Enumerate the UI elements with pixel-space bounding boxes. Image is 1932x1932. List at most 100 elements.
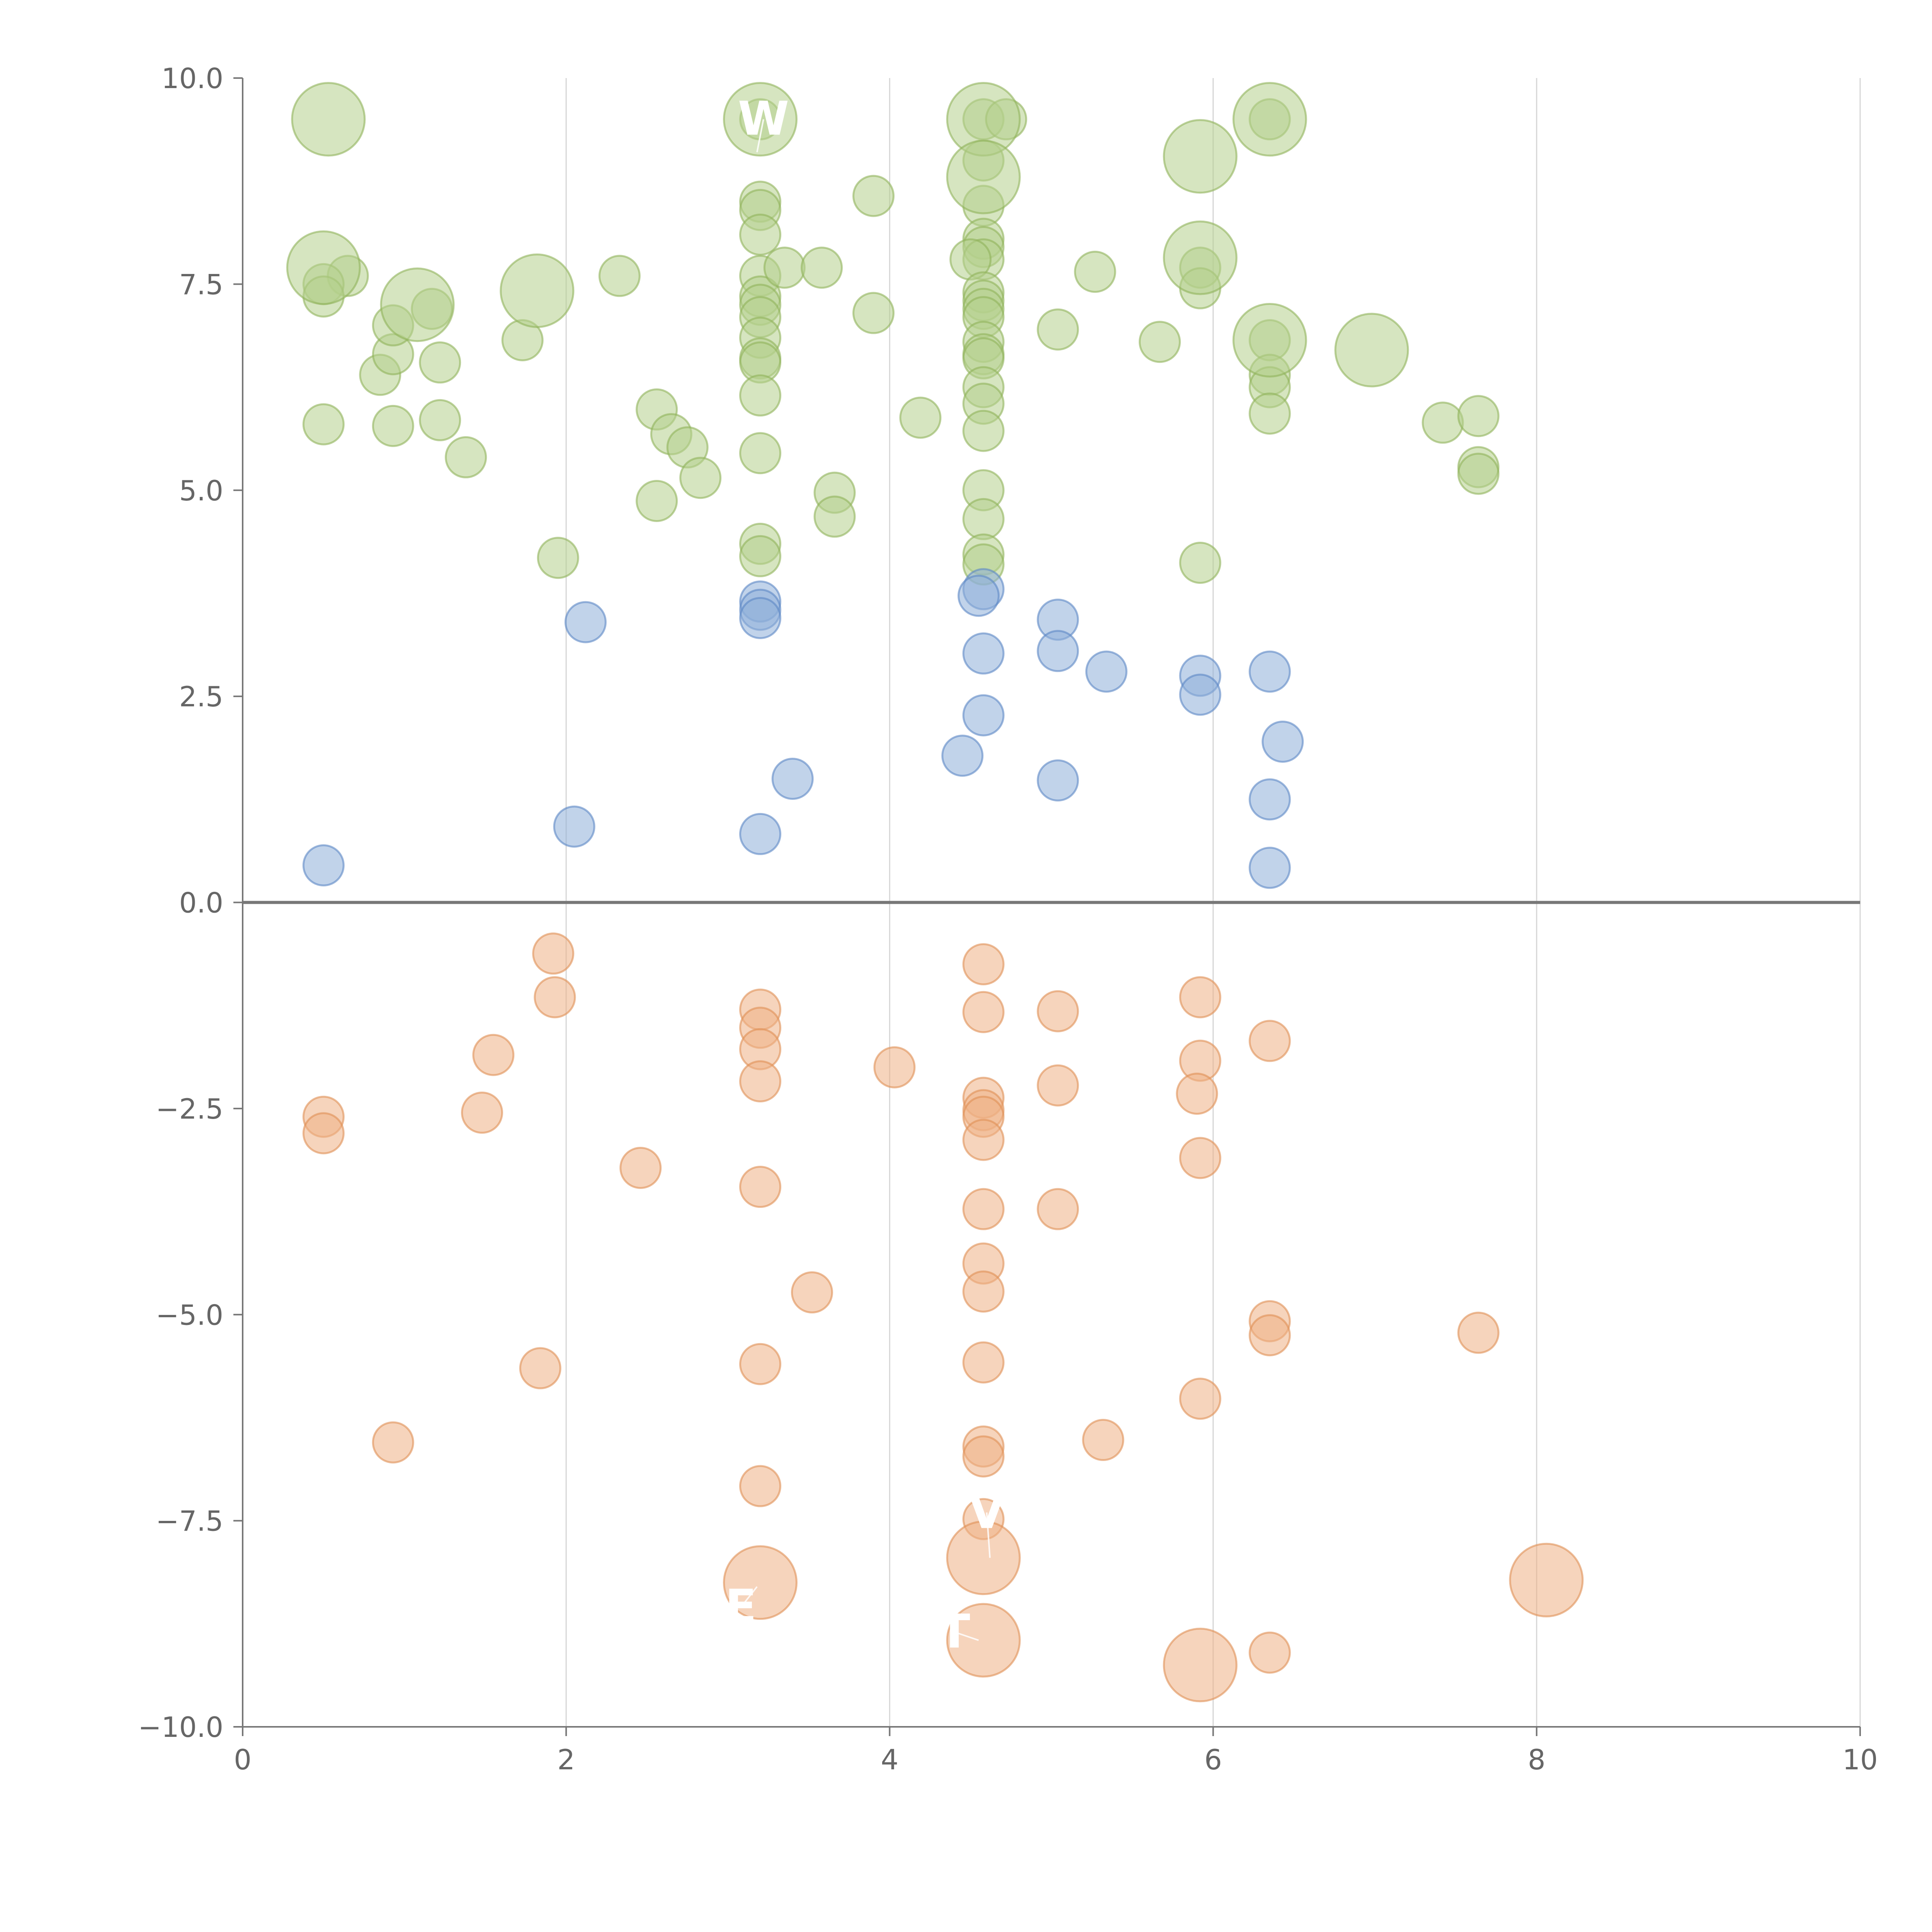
orange-bubble [1163, 1628, 1238, 1702]
green-bubble [1232, 303, 1307, 378]
green-bubble [679, 457, 722, 499]
orange-bubble [962, 943, 1005, 986]
orange-bubble [532, 932, 575, 975]
orange-bubble [962, 1270, 1005, 1313]
blue-bubble [553, 805, 595, 848]
orange-bubble [1248, 1020, 1291, 1062]
y-tick-label: −10.0 [138, 1711, 223, 1743]
blue-bubble [941, 735, 984, 777]
green-bubble [419, 399, 461, 441]
green-bubble [962, 410, 1005, 452]
blue-bubble [302, 844, 345, 886]
blue-bubble [962, 632, 1005, 675]
orange-bubble [1179, 1378, 1221, 1420]
orange-bubble [472, 1034, 515, 1076]
green-bubble [739, 213, 782, 256]
green-bubble [852, 292, 895, 334]
blue-bubble [1262, 720, 1304, 763]
label-leader-line [986, 1512, 991, 1558]
green-bubble [302, 403, 345, 446]
green-bubble [286, 230, 361, 305]
orange-bubble [739, 1465, 782, 1507]
bubble-label: W [738, 92, 789, 146]
x-tick-label: 8 [1528, 1743, 1546, 1776]
orange-bubble [372, 1421, 414, 1464]
bubble-labels: W E T V [725, 92, 1005, 1659]
bubbles [286, 82, 1584, 1702]
orange-bubble [519, 1347, 561, 1389]
blue-bubble [957, 575, 1000, 617]
orange-bubble [723, 1545, 798, 1620]
green-bubble [1163, 220, 1238, 295]
bubble-label: V [969, 1485, 1005, 1539]
green-bubble [763, 247, 806, 289]
blue-bubble [739, 597, 782, 639]
orange-bubble [1037, 1188, 1079, 1230]
orange-bubble [302, 1112, 345, 1155]
x-tick-label: 6 [1204, 1743, 1222, 1776]
orange-bubble [946, 1603, 1021, 1678]
blue-bubble [1037, 759, 1079, 802]
x-tick-label: 10 [1842, 1743, 1878, 1776]
orange-bubble [962, 1341, 1005, 1384]
green-bubble [1179, 541, 1221, 584]
green-bubble [1074, 250, 1116, 293]
label-leader-line [756, 119, 764, 153]
blue-bubble [1085, 650, 1128, 693]
orange-bubble [461, 1092, 503, 1134]
green-bubble [1334, 313, 1409, 388]
green-bubble [962, 498, 1005, 540]
label-leader-line [954, 1631, 979, 1641]
label-leader-line [740, 1586, 758, 1608]
green-bubble [1232, 82, 1307, 157]
y-tick-label: 5.0 [179, 474, 223, 507]
green-bubble [813, 495, 856, 538]
orange-bubble [1037, 990, 1079, 1032]
blue-bubble [962, 694, 1005, 736]
orange-bubble [1179, 976, 1221, 1019]
green-bubble [372, 405, 414, 447]
orange-bubble [1037, 1064, 1079, 1107]
orange-bubble [946, 1520, 1021, 1595]
y-tick-label: 2.5 [179, 680, 223, 713]
bubble-label: E [725, 1580, 757, 1634]
green-bubble [1163, 119, 1238, 194]
orange-bubble [534, 976, 576, 1019]
orange-bubble [962, 1119, 1005, 1161]
green-bubble [1457, 452, 1500, 495]
green-bubble [801, 247, 843, 289]
green-bubble [899, 396, 942, 439]
orange-bubble [1509, 1543, 1584, 1617]
y-tick-label: 0.0 [179, 887, 223, 919]
orange-bubble [962, 1435, 1005, 1478]
tick-labels: 0 2 4 6 8 10 10.0 7.5 5.0 2.5 0.0 −2.5 −5.0 −7.5 −10.0 [138, 62, 1878, 1776]
blue-bubble [1248, 847, 1291, 889]
y-tick-label: −5.0 [156, 1299, 223, 1331]
blue-bubble [564, 601, 607, 643]
orange-bubble [1176, 1072, 1218, 1115]
orange-bubble [1179, 1137, 1221, 1179]
green-bubble [739, 535, 782, 577]
green-bubble [723, 82, 798, 157]
orange-bubble [1082, 1419, 1124, 1461]
orange-bubble [619, 1146, 662, 1189]
green-bubble [739, 374, 782, 417]
orange-bubble [962, 1188, 1005, 1230]
green-bubble [380, 267, 455, 342]
green-bubble [598, 255, 641, 297]
green-bubble [1037, 308, 1079, 351]
green-bubble [1138, 321, 1181, 363]
blue-bubble [1179, 673, 1221, 716]
orange-bubble [739, 1166, 782, 1208]
green-bubble [946, 139, 1021, 214]
green-bubble [1248, 392, 1291, 435]
blue-bubble [771, 757, 814, 800]
orange-bubble [873, 1046, 916, 1088]
green-bubble [739, 432, 782, 474]
orange-bubble [739, 1060, 782, 1102]
blue-bubble [1248, 778, 1291, 821]
y-tick-label: −2.5 [156, 1093, 223, 1125]
y-tick-label: 7.5 [179, 268, 223, 301]
blue-bubble [739, 813, 782, 855]
